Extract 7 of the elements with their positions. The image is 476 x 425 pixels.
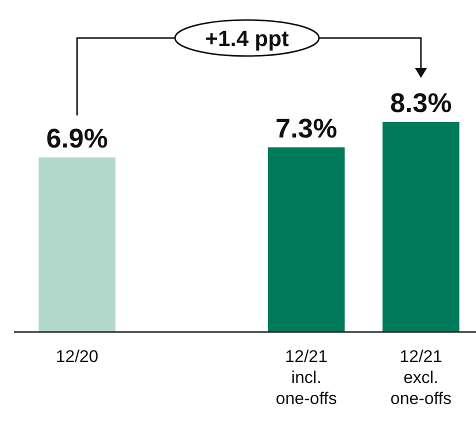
- data-label: 8.3%: [390, 88, 452, 118]
- data-label: 7.3%: [276, 113, 338, 144]
- x-tick-label: 12/20: [56, 347, 98, 366]
- x-tick-label: 12/21 incl. one-offs: [276, 347, 337, 408]
- x-tick-label: 12/21 excl. one-offs: [390, 347, 452, 408]
- text: +1.4 ppt: [205, 26, 290, 51]
- data-label: 6.9%: [46, 123, 108, 154]
